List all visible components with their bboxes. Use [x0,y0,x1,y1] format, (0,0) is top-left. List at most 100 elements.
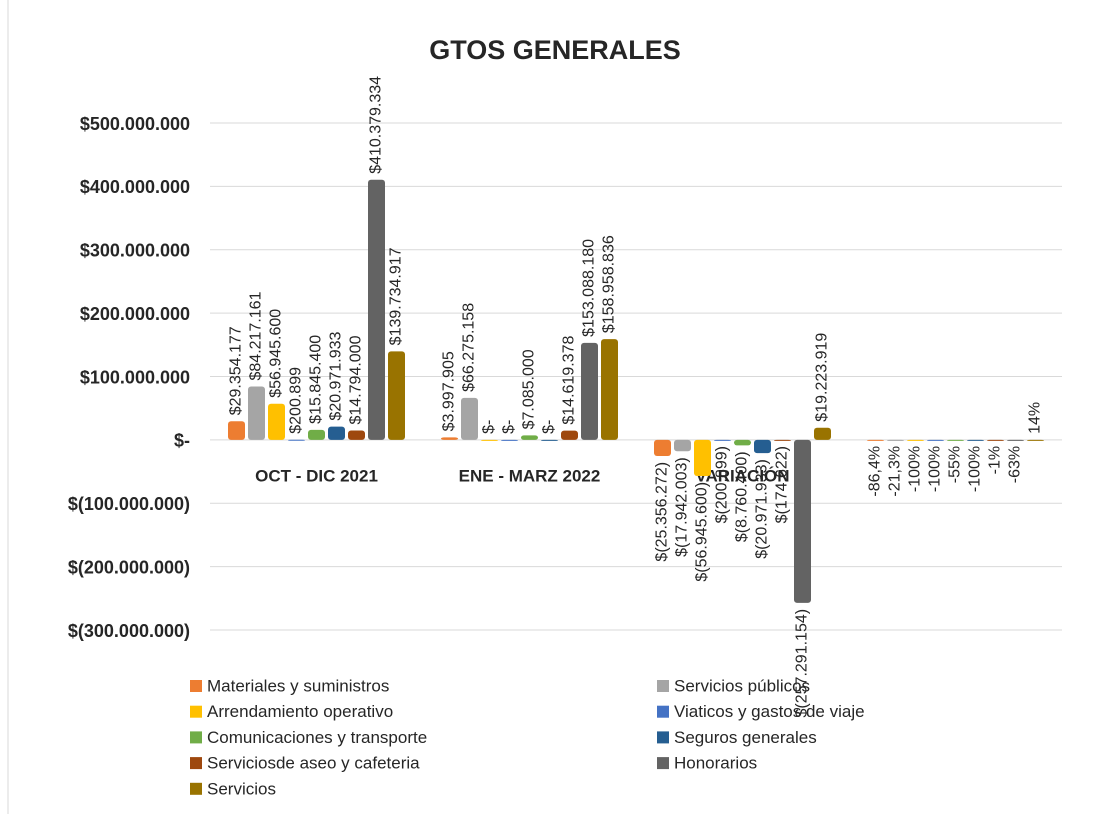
data-label: $19.223.919 [814,333,831,422]
y-tick-label: $(300.000.000) [68,621,190,641]
data-label: -86,4% [867,446,884,497]
x-tick-label: VARIACIÓN [695,466,789,485]
y-tick-label: $100.000.000 [80,367,190,387]
data-label: $56.945.600 [268,309,285,398]
legend-swatch [657,731,669,744]
bar [1027,439,1044,441]
bar [268,403,285,440]
data-label: 14% [1027,402,1044,434]
legend-label: Serviciosde aseo y cafeteria [207,754,420,773]
data-label: $153.088.180 [581,239,598,337]
bar [947,439,964,441]
data-label: -100% [907,446,924,492]
bar [348,430,365,440]
data-label: $(56.945.600) [694,482,711,582]
bar [867,439,884,441]
data-label: $- [541,420,558,434]
bar [308,429,325,440]
bar [714,439,731,441]
data-label: $66.275.158 [461,303,478,392]
bar [987,439,1004,441]
legend-label: Materiales y suministros [207,676,389,695]
legend-swatch [190,782,202,795]
data-label: $139.734.917 [388,247,405,345]
data-label: $(25.356.272) [654,462,671,562]
legend-swatch [657,757,669,770]
bar [441,437,458,440]
y-tick-label: $200.000.000 [80,304,190,324]
data-label: $(17.942.003) [674,457,691,557]
bar [774,439,791,441]
bar [461,397,478,440]
bar [501,439,518,441]
bar [967,439,984,441]
bar [654,439,671,456]
bar [288,439,305,441]
data-label: $(174.622) [774,446,791,523]
data-label: $15.845.400 [308,335,325,424]
data-label: $14.619.378 [561,336,578,425]
x-tick-label: ENE - MARZ 2022 [459,466,601,485]
bar [734,439,751,446]
bar [794,439,811,603]
bar [561,430,578,440]
bar [228,421,245,440]
legend-label: Honorarios [674,754,757,773]
data-label: $14.794.000 [348,335,365,424]
y-tick-label: $400.000.000 [80,177,190,197]
data-label: $20.971.933 [328,332,345,421]
x-tick-label: OCT - DIC 2021 [255,466,378,485]
y-tick-label: $300.000.000 [80,241,190,261]
legend-label: Servicios [207,779,276,798]
data-label: -21,3% [887,446,904,497]
bar [694,439,711,476]
data-label: $410.379.334 [368,76,385,174]
bar [1007,439,1024,441]
data-label: $(200.899) [714,446,731,523]
bar [368,179,385,440]
y-tick-label: $- [174,431,190,451]
data-label: $(20.971.933) [754,459,771,559]
data-label: $29.354.177 [228,326,245,415]
chart-title: GTOS GENERALES [429,35,681,65]
legend-swatch [190,705,202,718]
bar [388,351,405,440]
bar [481,439,498,441]
data-label: -100% [927,446,944,492]
bar [248,386,265,440]
data-label: $(8.760.400) [734,451,751,542]
data-label: -63% [1007,446,1024,483]
data-label: $200.899 [288,367,305,434]
legend-label: Servicios públicos [674,676,810,695]
legend-swatch [657,705,669,718]
data-label: $3.997.905 [441,351,458,431]
legend-swatch [190,757,202,770]
data-label: $7.085.000 [521,349,538,429]
data-label: -1% [987,446,1004,474]
bar [754,439,771,454]
bar [601,339,618,440]
bar [927,439,944,441]
data-label: $- [501,420,518,434]
legend-label: Arrendamiento operativo [207,702,393,721]
data-label: $(257.291.154) [794,609,811,718]
bar [674,439,691,452]
data-label: $158.958.836 [601,235,618,333]
bar [887,439,904,441]
bar [907,439,924,441]
bar [581,342,598,440]
legend-label: Comunicaciones y transporte [207,728,427,747]
bar [814,427,831,440]
y-tick-label: $(200.000.000) [68,557,190,577]
legend-label: Viaticos y gastos de viaje [674,702,865,721]
legend-label: Seguros generales [674,728,817,747]
bar [521,435,538,440]
legend-swatch [190,731,202,744]
legend-swatch [190,680,202,692]
bar [541,439,558,441]
data-label: $- [481,420,498,434]
y-tick-label: $(100.000.000) [68,494,190,514]
data-label: -55% [947,446,964,483]
bar [328,426,345,440]
